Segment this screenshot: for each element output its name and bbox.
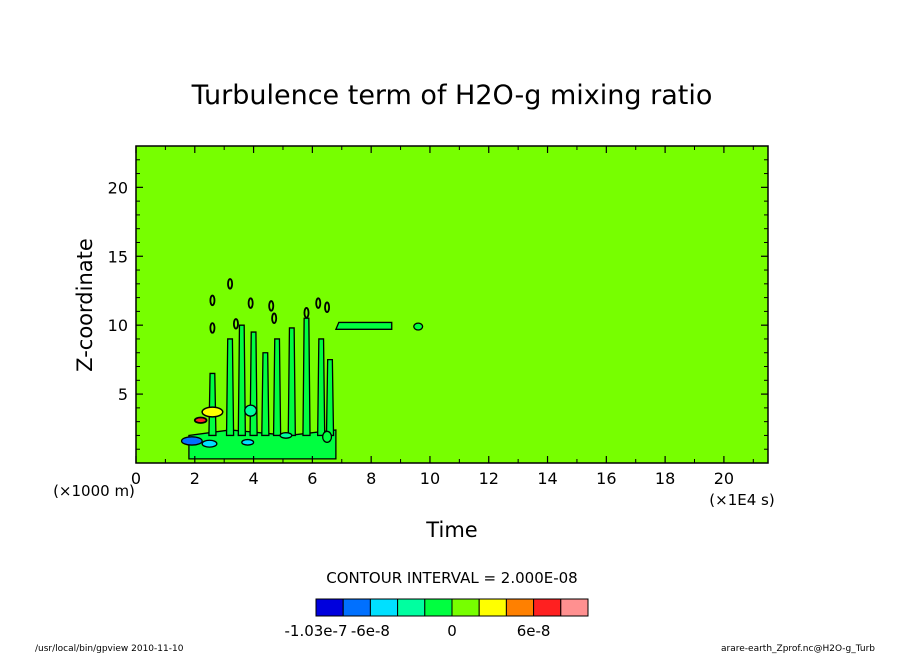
x-axis-label: Time xyxy=(425,518,477,542)
contour-features xyxy=(180,278,424,460)
footer-right: arare-earth_Zprof.nc@H2O-g_Turb xyxy=(721,644,875,654)
y-tick-label: 10 xyxy=(108,316,128,335)
contour-blob xyxy=(268,300,275,312)
footer-left: /usr/local/bin/gpview 2010-11-10 xyxy=(35,644,184,654)
colorbar-segment xyxy=(478,598,507,617)
contour-upper-tongue xyxy=(334,321,393,330)
x-tick-label: 8 xyxy=(366,469,376,488)
contour-plume xyxy=(208,372,217,437)
contour-plume xyxy=(237,324,247,437)
contour-plume xyxy=(261,352,270,437)
y-tick-label: 5 xyxy=(118,385,128,404)
contour-blob xyxy=(193,416,208,424)
x-unit-label: (×1E4 s) xyxy=(709,491,774,509)
contour-blob xyxy=(413,322,424,331)
contour-blob xyxy=(315,297,322,309)
contour-blob xyxy=(247,297,254,309)
x-tick-label: 12 xyxy=(479,469,499,488)
contour-plume xyxy=(272,338,282,437)
y-tick-label: 15 xyxy=(108,247,128,266)
contour-blob xyxy=(241,438,255,446)
contour-plume xyxy=(317,338,326,437)
colorbar-segment xyxy=(505,598,535,617)
colorbar-segment xyxy=(424,598,453,617)
x-tick-label: 6 xyxy=(307,469,317,488)
x-tick-label: 0 xyxy=(131,469,141,488)
x-tick-label: 16 xyxy=(596,469,616,488)
contour-plume xyxy=(225,338,235,437)
colorbar-segment xyxy=(451,598,480,617)
x-tick-label: 10 xyxy=(420,469,440,488)
y-tick-label: 20 xyxy=(108,178,128,197)
contour-plume xyxy=(302,317,311,437)
contour-blob xyxy=(209,322,216,334)
contour-blob xyxy=(322,430,333,443)
x-tick-label: 2 xyxy=(190,469,200,488)
y-axis-ticks: 5 10 15 20 xyxy=(108,159,768,450)
colorbar-label: -6e-8 xyxy=(351,622,390,640)
colorbar xyxy=(315,598,589,617)
contour-blob xyxy=(201,406,224,418)
x-tick-label: 18 xyxy=(655,469,675,488)
plot-frame xyxy=(135,145,769,464)
contour-plume xyxy=(325,358,335,437)
x-axis-ticks: 0 2 4 6 8 10 12 14 16 18 20 xyxy=(131,146,754,488)
colorbar-segment xyxy=(342,598,371,617)
colorbar-segment xyxy=(533,598,562,617)
x-tick-label: 14 xyxy=(537,469,557,488)
colorbar-labels: -1.03e-7 -6e-8 0 6e-8 xyxy=(285,622,551,640)
contour-blob xyxy=(180,436,203,446)
x-tick-label: 20 xyxy=(714,469,734,488)
chart-title: Turbulence term of H2O-g mixing ratio xyxy=(191,80,713,111)
contour-interval: CONTOUR INTERVAL = 2.000E-08 xyxy=(326,569,577,587)
x-tick-label: 4 xyxy=(248,469,258,488)
colorbar-segment xyxy=(560,598,589,617)
contour-blob xyxy=(279,432,293,439)
y-unit-label: (×1000 m) xyxy=(53,482,135,500)
colorbar-segment xyxy=(315,598,344,617)
contour-blob xyxy=(271,312,278,325)
colorbar-segment xyxy=(369,598,399,617)
y-axis-label: Z-coordinate xyxy=(73,238,97,372)
colorbar-label: 6e-8 xyxy=(517,622,551,640)
colorbar-segment xyxy=(397,598,426,617)
contour-plume xyxy=(249,331,258,437)
colorbar-label: 0 xyxy=(447,622,457,640)
colorbar-label: -1.03e-7 xyxy=(285,622,348,640)
contour-blob xyxy=(303,307,310,319)
contour-blob xyxy=(227,278,234,290)
contour-blob xyxy=(324,301,331,313)
contour-blob xyxy=(232,318,239,330)
contour-blob xyxy=(244,404,258,417)
contour-blob xyxy=(201,439,218,448)
contour-blob xyxy=(209,294,216,307)
contour-plume xyxy=(287,327,296,437)
